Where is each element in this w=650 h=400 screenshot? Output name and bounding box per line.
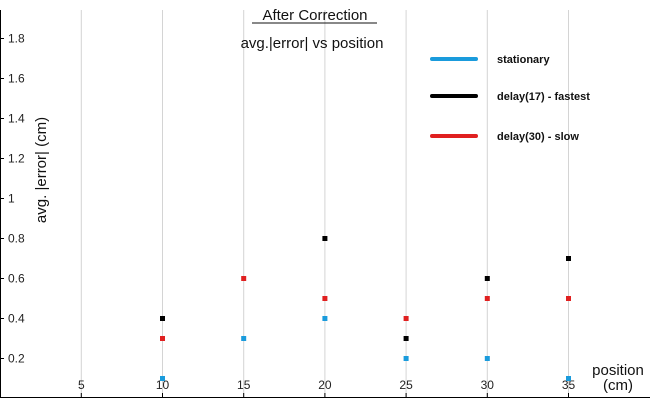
y-tick-label-4: 1 (8, 192, 15, 206)
y-tick-label-0: 0.2 (8, 352, 25, 366)
point-series2-2 (322, 296, 328, 301)
point-series0-3 (403, 356, 409, 361)
grid-lines (80, 10, 569, 398)
point-series1-0 (160, 316, 165, 321)
point-series0-0 (160, 376, 165, 381)
x-tick-label-6: 35 (562, 378, 576, 392)
x-axis-label-line2: (cm) (603, 377, 633, 394)
legend-label-2: delay(30) - slow (497, 131, 579, 143)
point-series0-2 (322, 316, 328, 321)
legend-label-1: delay(17) - fastest (497, 91, 590, 103)
point-series2-3 (403, 316, 409, 321)
y-tick-label-7: 1.6 (8, 72, 25, 86)
y-tick-label-2: 0.6 (8, 272, 25, 286)
chart-title: After Correction (262, 7, 367, 24)
y-axis-label: avg. |error| (cm) (33, 117, 50, 223)
x-tick-label-5: 30 (481, 378, 495, 392)
y-tick-labels: 0.2 0.4 0.6 0.8 1 1.2 1.4 1.6 1.8 (0, 32, 25, 366)
point-series2-1 (241, 276, 247, 281)
x-tick-label-2: 15 (237, 378, 251, 392)
point-series0-1 (241, 336, 247, 341)
chart-subtitle: avg.|error| vs position (241, 35, 384, 52)
y-tick-label-3: 0.8 (8, 232, 25, 246)
point-series1-2 (403, 336, 409, 341)
point-series0-5 (566, 376, 571, 381)
x-tick-label-0: 5 (78, 378, 85, 392)
x-tick-labels: 5 10 15 20 25 30 35 (78, 378, 576, 398)
x-axis-label-line1: position (592, 362, 644, 379)
point-series2-5 (566, 296, 571, 301)
x-tick-label-1: 10 (156, 378, 170, 392)
point-series2-4 (484, 296, 490, 301)
point-series1-4 (566, 256, 571, 261)
data-points (160, 236, 571, 381)
y-tick-label-5: 1.2 (8, 152, 25, 166)
y-tick-label-1: 0.4 (8, 312, 25, 326)
legend: stationary delay(17) - fastest delay(30) -… (430, 54, 590, 143)
y-tick-label-8: 1.8 (8, 32, 25, 46)
x-tick-label-3: 20 (318, 378, 332, 392)
point-series2-0 (160, 336, 165, 341)
y-tick-label-6: 1.4 (8, 112, 25, 126)
x-tick-label-4: 25 (399, 378, 413, 392)
point-series1-1 (322, 236, 328, 241)
point-series1-3 (484, 276, 490, 281)
legend-label-0: stationary (497, 54, 550, 66)
point-series0-4 (484, 356, 490, 361)
